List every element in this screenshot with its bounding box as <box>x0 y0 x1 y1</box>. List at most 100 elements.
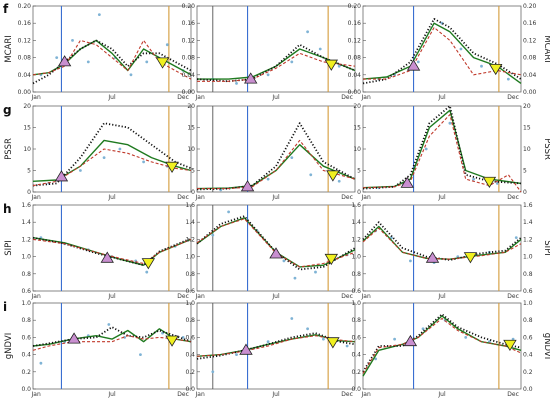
marker-triangle-up <box>244 72 258 84</box>
y-tick-label: 5 <box>357 168 361 175</box>
marker-triangle-down <box>503 339 517 352</box>
y-tick-label: 0.6 <box>351 288 361 295</box>
marker-triangle-up <box>403 334 418 347</box>
y-tick-label-right: 0.00 <box>523 89 537 96</box>
marker-triangle-down <box>165 161 179 173</box>
marker-triangle-down <box>463 252 478 264</box>
x-tick-label: Dec <box>507 194 519 201</box>
x-tick-label: Dec <box>341 94 353 101</box>
x-tick-label: Jul <box>437 391 446 398</box>
y-tick-label-right: 0.20 <box>523 3 537 10</box>
y-tick-label: 0.2 <box>185 369 195 376</box>
y-tick-label-right: 5 <box>523 168 527 175</box>
data-point <box>416 60 420 64</box>
data-point <box>480 64 483 68</box>
marker-triangle-up <box>400 176 414 188</box>
y-tick-label: 0.8 <box>185 317 195 324</box>
x-tick-label: Jan <box>31 194 41 201</box>
x-tick-label: Dec <box>507 94 519 101</box>
y-tick-label: 0.8 <box>351 317 361 324</box>
y-tick-label-right: 0.4 <box>523 352 533 359</box>
x-tick-label: Jan <box>361 94 371 101</box>
y-tick-label: 0.4 <box>185 352 195 359</box>
y-tick-label: 1.0 <box>351 254 361 261</box>
series-red-dashed <box>362 227 522 260</box>
y-tick-label: 0.08 <box>18 55 32 62</box>
y-tick-label: 0.04 <box>18 72 32 79</box>
y-tick-label: 0.8 <box>21 271 31 278</box>
series-black-dotted <box>196 43 356 83</box>
marker-triangle-down <box>326 337 340 349</box>
y-tick-label: 10 <box>187 146 195 153</box>
y-tick-label: 0.4 <box>351 352 361 359</box>
x-tick-label: Jan <box>31 94 41 101</box>
data-point <box>235 353 238 356</box>
y-tick-label: 0.20 <box>182 3 196 10</box>
y-tick-label: 1.0 <box>351 300 361 307</box>
data-point <box>393 337 396 341</box>
plot-frame <box>362 105 522 193</box>
panel-f-2: 0.00 0.04 0.08 0.12 0.16 0.20 Jan Jul Dec <box>182 3 356 101</box>
y-tick-label: 1.2 <box>351 236 361 243</box>
x-tick-label: Dec <box>177 194 189 201</box>
data-point <box>290 317 294 320</box>
y-tick-label: 0.12 <box>182 37 196 44</box>
y-tick-label: 0.16 <box>18 20 32 27</box>
y-axis-label: gNDVI <box>542 333 550 359</box>
x-tick-label: Jan <box>361 194 371 201</box>
x-tick-label: Jan <box>31 391 41 398</box>
y-tick-label: 0.8 <box>351 271 361 278</box>
data-point <box>86 60 90 64</box>
y-tick-label: 0.6 <box>185 334 195 341</box>
y-tick-label-right: 0.8 <box>523 271 533 278</box>
y-tick-label: 1.4 <box>351 219 361 226</box>
panel-g-2: 0 5 10 15 20 Jan Jul Dec <box>187 103 356 201</box>
data-point <box>129 73 133 77</box>
data-point <box>118 147 122 151</box>
plot-frame <box>196 105 356 193</box>
data-point <box>227 210 231 214</box>
y-tick-label: 15 <box>353 125 361 132</box>
y-tick-label: 1.4 <box>21 219 31 226</box>
y-tick-label-right: 0.6 <box>523 334 533 341</box>
y-tick-label-right: 1.6 <box>523 202 533 209</box>
marker-triangle-up <box>54 170 69 182</box>
y-tick-label-right: 1.2 <box>523 236 533 243</box>
y-tick-label-right: 10 <box>523 146 531 153</box>
panel-label-g: g <box>3 103 12 117</box>
y-tick-label: 1.0 <box>185 254 195 261</box>
data-point <box>55 56 59 59</box>
series-black-dotted <box>362 17 522 85</box>
series-black-dotted <box>196 215 356 271</box>
series-black-dotted <box>362 221 522 261</box>
data-point <box>139 353 142 356</box>
data-point <box>309 173 313 177</box>
series-red-dashed <box>363 26 522 80</box>
data-point <box>142 160 146 164</box>
data-point <box>145 60 149 64</box>
marker-triangle-up <box>406 59 421 71</box>
y-tick-label: 20 <box>23 103 31 110</box>
data-point <box>235 82 238 85</box>
marker-triangle-down <box>141 258 156 270</box>
data-point <box>464 336 468 339</box>
panel-i-1: 0.0 0.2 0.4 0.6 0.8 1.0 Jan Jul Dec gNDVI <box>4 300 192 398</box>
y-tick-label: 1.6 <box>21 202 31 209</box>
x-tick-label: Jan <box>195 293 205 300</box>
data-point <box>39 361 43 365</box>
y-tick-label: 0.2 <box>351 369 361 376</box>
y-tick-label: 5 <box>27 168 31 175</box>
data-point <box>290 156 294 160</box>
series-green <box>32 328 192 347</box>
y-axis-label: MCARI <box>542 35 550 63</box>
data-point <box>318 47 322 51</box>
data-point <box>314 270 317 274</box>
x-tick-label: Jul <box>107 293 116 300</box>
panel-g-1: 0 5 10 15 20 Jan Jul Dec PSSR <box>4 103 192 201</box>
data-point <box>211 370 215 374</box>
data-point <box>71 39 74 42</box>
data-point <box>424 147 428 151</box>
y-axis-label: SIPI <box>4 240 14 256</box>
panel-h-3: 0.6 0.6 0.8 0.8 1.0 1.0 1.2 1.2 1.4 1.4 1.6 1.6 Jan J… <box>351 202 550 300</box>
